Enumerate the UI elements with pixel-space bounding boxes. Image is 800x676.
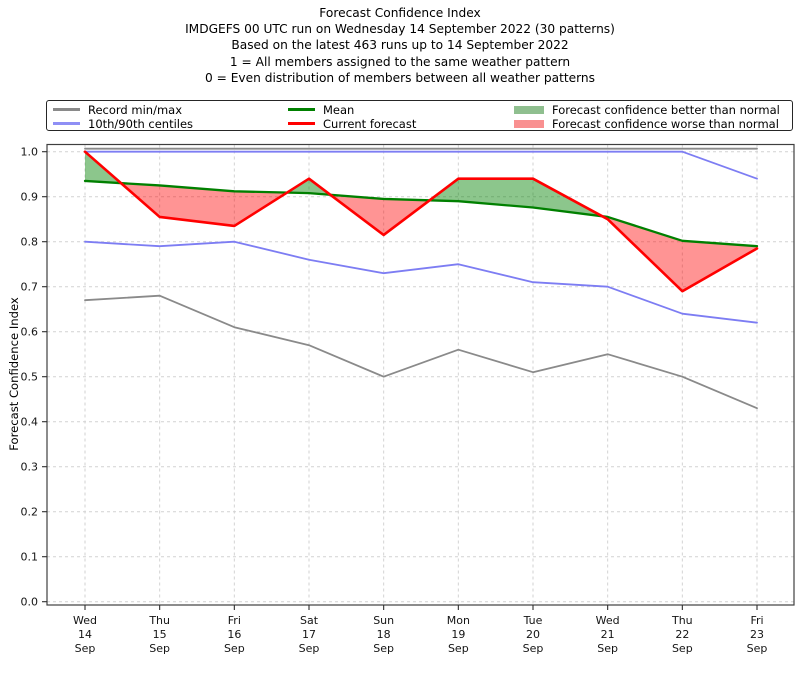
- x-tick-label: 19: [451, 628, 465, 641]
- mean-line-swatch: [288, 108, 315, 111]
- better-fill-swatch: [514, 105, 544, 114]
- legend-item-worse-than-normal: Forecast confidence worse than normal: [514, 116, 780, 131]
- x-tick-label: 17: [302, 628, 316, 641]
- legend-label: 10th/90th centiles: [88, 116, 194, 131]
- legend-label: Forecast confidence worse than normal: [552, 116, 779, 131]
- chart-subtitle-4: 0 = Even distribution of members between…: [204, 70, 596, 85]
- y-tick-label: 0.4: [21, 416, 39, 429]
- x-tick-label: 15: [153, 628, 167, 641]
- x-tick-label: Sep: [224, 642, 245, 655]
- legend-label: Current forecast: [323, 116, 417, 131]
- legend-item-record-minmax: Record min/max: [53, 102, 193, 117]
- x-tick-label: Mon: [447, 614, 470, 627]
- x-tick-label: 16: [227, 628, 241, 641]
- x-tick-label: Wed: [73, 614, 97, 627]
- x-tick-label: 22: [675, 628, 689, 641]
- legend-column-3: Forecast confidence better than normal F…: [514, 103, 780, 131]
- legend-label: Record min/max: [88, 102, 183, 117]
- record-minmax-line-swatch: [53, 108, 80, 111]
- x-tick-label: 21: [601, 628, 615, 641]
- chart-subtitle-3: 1 = All members assigned to the same wea…: [229, 54, 571, 69]
- legend-item-better-than-normal: Forecast confidence better than normal: [514, 102, 780, 117]
- y-tick-label: 0.2: [21, 506, 39, 519]
- x-tick-label: Sep: [672, 642, 693, 655]
- legend-item-current-forecast: Current forecast: [288, 116, 417, 131]
- legend-item-mean: Mean: [288, 102, 416, 117]
- x-tick-label: Wed: [596, 614, 620, 627]
- record-min-line: [84, 294, 758, 410]
- worse-fill-swatch: [514, 119, 544, 128]
- y-tick-label: 0.1: [21, 551, 39, 564]
- fill-better-than-normal: [429, 178, 603, 217]
- title-block: Forecast Confidence Index IMDGEFS 00 UTC…: [0, 5, 800, 86]
- p10-line: [84, 240, 758, 324]
- x-tick-label: Fri: [228, 614, 241, 627]
- fill-better-than-normal: [287, 178, 331, 195]
- x-tick-label: Fri: [750, 614, 763, 627]
- y-tick-label: 0.7: [21, 281, 39, 294]
- y-tick-label: 0.3: [21, 461, 39, 474]
- plot-frame: [46, 143, 795, 606]
- x-tick-label: Thu: [671, 614, 693, 627]
- x-tick-label: Sep: [75, 642, 96, 655]
- legend-label: Forecast confidence better than normal: [552, 102, 780, 117]
- centiles-line-swatch: [53, 122, 80, 125]
- chart-subtitle-1: IMDGEFS 00 UTC run on Wednesday 14 Septe…: [185, 22, 615, 37]
- x-tick-label: Sep: [747, 642, 768, 655]
- current-forecast-line-swatch: [288, 122, 315, 125]
- legend-column-1: Record min/max 10th/90th centiles: [53, 103, 193, 131]
- x-tick-label: Sep: [299, 642, 320, 655]
- fill-worse-than-normal: [602, 216, 757, 292]
- x-tick-label: 18: [377, 628, 391, 641]
- mean-line: [83, 179, 759, 248]
- legend: Record min/max 10th/90th centiles Mean C…: [46, 100, 793, 131]
- x-tick-label: 20: [526, 628, 540, 641]
- y-tick-label: 0.5: [21, 371, 39, 384]
- legend-column-2: Mean Current forecast: [288, 103, 416, 131]
- x-tick-label: Sat: [300, 614, 319, 627]
- y-tick-label: 0.6: [21, 326, 39, 339]
- y-tick-label: 0.9: [21, 191, 39, 204]
- y-tick-label: 1.0: [21, 146, 39, 159]
- y-tick-label: 0.0: [21, 596, 39, 609]
- p90-line: [84, 150, 758, 180]
- chart-title: Forecast Confidence Index: [319, 6, 481, 20]
- fill-worse-than-normal: [120, 183, 288, 226]
- x-tick-label: Sep: [149, 642, 170, 655]
- x-tick-label: Sep: [597, 642, 618, 655]
- fill-worse-than-normal: [330, 194, 430, 235]
- legend-item-centiles: 10th/90th centiles: [53, 116, 194, 131]
- current-forecast-line: [83, 150, 759, 293]
- x-tick-label: Sep: [448, 642, 469, 655]
- x-tick-label: Thu: [148, 614, 170, 627]
- x-tick-label: 14: [78, 628, 92, 641]
- x-tick-label: Tue: [523, 614, 543, 627]
- x-tick-label: Sep: [373, 642, 394, 655]
- x-tick-label: Sun: [373, 614, 394, 627]
- chart-subtitle-2: Based on the latest 463 runs up to 14 Se…: [231, 38, 569, 53]
- x-tick-label: Sep: [523, 642, 544, 655]
- x-tick-label: 23: [750, 628, 764, 641]
- legend-label: Mean: [323, 102, 355, 117]
- y-tick-label: 0.8: [21, 236, 39, 249]
